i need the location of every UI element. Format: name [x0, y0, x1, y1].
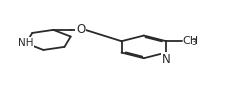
- Text: N: N: [162, 53, 171, 66]
- Text: CH: CH: [182, 36, 198, 46]
- Text: NH: NH: [18, 38, 33, 48]
- Text: O: O: [76, 23, 85, 36]
- Text: 3: 3: [191, 38, 196, 47]
